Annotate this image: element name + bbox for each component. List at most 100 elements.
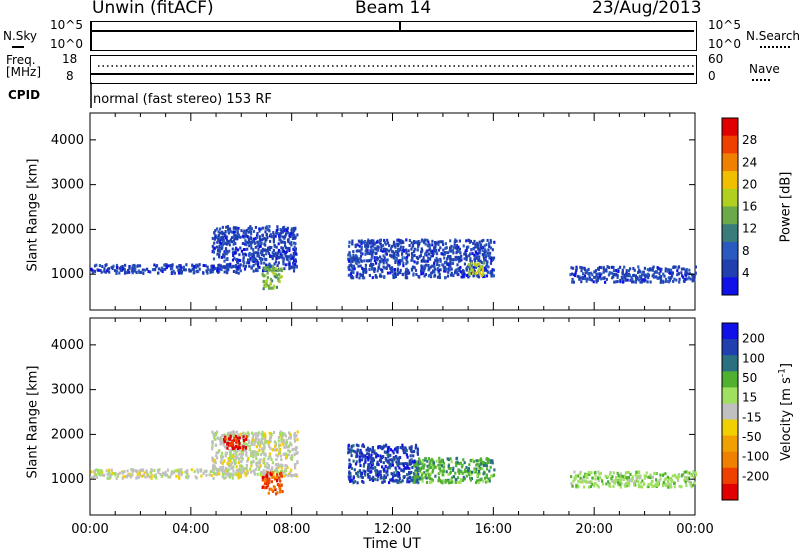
data-cell [116,474,119,478]
colorbar-tick-label: 15 [742,391,757,405]
data-cell [233,446,236,450]
data-cell [451,480,454,484]
data-cell [253,443,256,446]
data-cell [212,257,216,261]
data-cell [292,231,295,235]
data-cell [490,274,493,278]
data-cell [469,271,472,275]
data-cell [219,242,222,246]
data-cell [596,278,599,282]
data-cell [474,250,477,254]
data-cell [394,479,397,483]
data-cell [459,265,462,269]
data-cell [286,226,289,230]
data-cell [465,246,468,250]
data-cell [373,246,376,250]
colorbar-segment [722,323,738,340]
data-cell [241,468,244,471]
data-cell [388,264,391,268]
data-cell [383,247,386,251]
data-cell [368,454,371,458]
data-cell [173,271,176,275]
data-cell [242,445,245,449]
data-cell [220,456,223,460]
data-cell [215,451,218,455]
data-cell [272,431,276,434]
data-cell [401,256,404,260]
data-cell [123,271,127,275]
data-cell [278,486,281,490]
data-cell [227,437,230,441]
data-cell [237,447,240,450]
data-cell [370,258,373,262]
data-cell [235,246,238,250]
data-cell [416,447,419,451]
data-cell [374,466,377,469]
data-cell [373,451,376,455]
data-cell [447,255,450,259]
data-cell [374,252,377,256]
data-cell [444,242,447,246]
data-cell [426,259,429,263]
data-cell [256,452,259,456]
data-cell [296,430,299,434]
data-cell [221,231,224,234]
data-cell [447,464,450,468]
data-cell [212,476,215,480]
data-cell [154,268,157,272]
data-cell [99,269,102,272]
data-cell [358,249,361,253]
data-cell [655,472,658,476]
data-cell [474,262,477,266]
data-cell [392,240,396,244]
data-cell [683,470,686,474]
data-cell [434,243,437,247]
data-cell [396,472,399,476]
data-cell [646,280,649,284]
data-cell [235,430,238,434]
data-cell [611,265,614,269]
data-cell [458,247,461,251]
data-cell [655,478,658,482]
data-cell [233,256,236,260]
data-cell [217,234,220,237]
data-cell [370,464,373,467]
data-cell [488,253,491,257]
data-cell [359,264,362,268]
data-cell [277,462,280,466]
data-cell [263,457,266,461]
data-cell [482,238,485,242]
data-cell [228,451,232,455]
data-cell [653,270,656,274]
data-cell [462,244,465,248]
data-cell [214,229,217,233]
data-cell [290,228,293,232]
data-cell [179,271,182,275]
data-cell [264,274,267,278]
data-cell [639,481,642,485]
data-cell [433,267,437,271]
data-cell [416,248,419,252]
data-cell [356,257,359,261]
data-cell [221,225,224,229]
data-cell [275,254,278,258]
data-cell [282,452,285,456]
data-cell [281,235,284,239]
data-cell [263,481,267,485]
data-cell [481,252,484,256]
data-cell [378,470,381,474]
data-cell [429,459,432,463]
data-cell [218,231,221,235]
data-cell [642,482,645,486]
data-cell [579,476,582,480]
freq-tick-bottom: 8 [66,69,74,83]
data-cell [348,266,351,270]
data-cell [376,460,379,464]
data-cell [289,265,292,269]
data-cell [248,244,251,248]
data-cell [425,250,428,254]
data-cell [450,460,453,464]
data-cell [687,476,690,480]
data-cell [264,475,267,479]
data-cell [631,280,634,284]
